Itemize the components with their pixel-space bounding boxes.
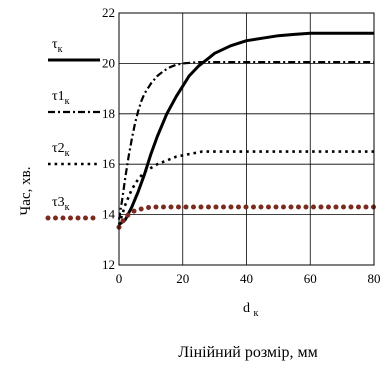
series-line-3 (116, 204, 377, 230)
series-line-1 (117, 61, 374, 220)
legend-index: 3 (58, 195, 65, 210)
x-tick-label: 0 (116, 271, 123, 286)
y-tick-label: 16 (102, 156, 116, 171)
legend-subscript: к (65, 202, 70, 213)
x-tick-label: 80 (368, 271, 381, 286)
legend-symbol: τ (52, 141, 58, 156)
x-tick-label: 20 (176, 271, 189, 286)
y-tick-label: 20 (102, 55, 115, 70)
legend-symbol: τ (52, 37, 58, 52)
legend-subscript: к (58, 44, 63, 55)
legend-symbol: τ (52, 195, 58, 210)
legend-label-3: τ3к (52, 195, 70, 213)
y-tick-label: 18 (102, 106, 115, 121)
series-layer (116, 31, 377, 230)
legend-symbol: τ (52, 89, 58, 104)
legend-label-1: τ1к (52, 89, 70, 107)
x-tick-labels: 0 20 40 60 80 (116, 271, 381, 286)
x-tick-label: 60 (304, 271, 317, 286)
y-tick-label: 14 (102, 207, 116, 222)
x-tick-label: 40 (240, 271, 253, 286)
x-axis-variable-subscript: к (254, 308, 259, 319)
x-axis-variable-symbol: d (243, 301, 250, 316)
y-axis-label: Час, хв. (18, 167, 34, 216)
legend-label-2: τ2к (52, 141, 70, 159)
y-tick-label: 22 (102, 5, 115, 20)
plot-frame (118, 12, 375, 266)
y-tick-label: 12 (102, 257, 115, 272)
legend-subscript: к (65, 96, 70, 107)
legend-subscript: к (65, 148, 70, 159)
legend-label-0: τк (52, 37, 63, 55)
series-line-2 (117, 150, 374, 226)
legend-index: 2 (58, 141, 65, 156)
x-axis-variable: d к (243, 301, 259, 319)
x-axis-caption: Лінійний розмір, мм (178, 344, 317, 361)
y-tick-labels: 12 14 16 18 20 22 (102, 5, 116, 272)
legend-index: 1 (58, 89, 65, 104)
